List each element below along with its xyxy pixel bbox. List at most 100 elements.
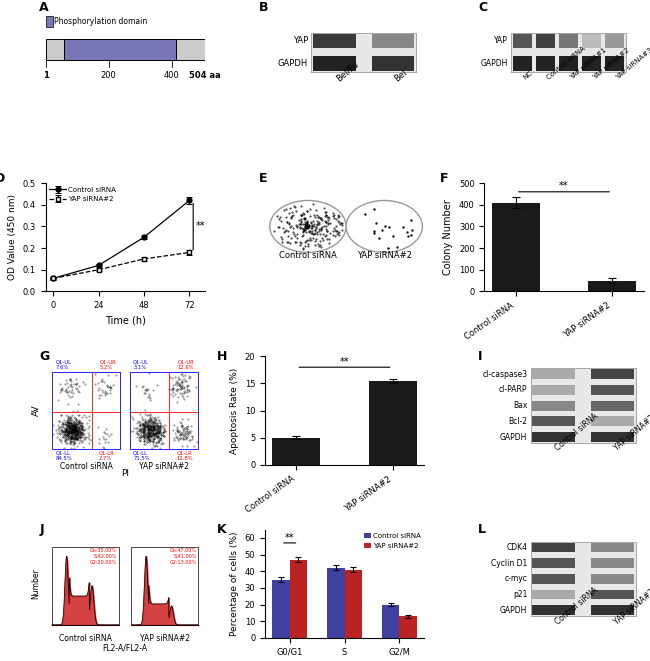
Text: Cyclin D1: Cyclin D1 — [491, 559, 527, 568]
Bar — [513, 34, 532, 48]
Text: Control siRNA: Control siRNA — [554, 585, 600, 626]
Text: **: ** — [196, 221, 205, 231]
Text: CDK4: CDK4 — [506, 543, 527, 552]
Text: YAP siRNA#2: YAP siRNA#2 — [612, 587, 650, 626]
Bar — [311, 32, 416, 71]
Bar — [369, 381, 417, 465]
Bar — [532, 432, 575, 442]
Bar — [513, 56, 532, 71]
Text: Q1-LL
71.5%: Q1-LL 71.5% — [133, 451, 150, 461]
Bar — [536, 34, 555, 48]
Text: GAPDH: GAPDH — [278, 59, 308, 68]
Text: c-myc: c-myc — [504, 574, 527, 584]
Circle shape — [270, 200, 346, 253]
Text: YAP siRNA#2: YAP siRNA#2 — [612, 414, 650, 453]
Bar — [131, 547, 198, 625]
Text: NC: NC — [523, 70, 534, 81]
Bar — [130, 371, 198, 449]
Text: Control siRNA: Control siRNA — [546, 46, 586, 81]
Text: 400: 400 — [164, 71, 179, 80]
Text: Go:47.00%
S:41.00%
G2:13.00%: Go:47.00% S:41.00% G2:13.00% — [170, 548, 196, 564]
Text: **: ** — [285, 533, 294, 543]
Bar — [290, 560, 307, 638]
Bar — [530, 368, 636, 443]
Bar — [532, 605, 575, 615]
Bar — [591, 590, 634, 600]
Text: A: A — [39, 1, 49, 15]
Bar — [532, 369, 575, 379]
Text: Control siRNA: Control siRNA — [279, 251, 337, 260]
Bar — [52, 547, 119, 625]
Text: FL2-A/FL2-A: FL2-A/FL2-A — [103, 643, 148, 652]
Bar — [591, 401, 634, 410]
Text: YAP siRNA#3: YAP siRNA#3 — [615, 48, 650, 81]
Text: C: C — [478, 1, 488, 15]
Text: E: E — [259, 173, 267, 185]
Text: Phosphorylation domain: Phosphorylation domain — [55, 17, 148, 26]
Legend: Control siRNA, YAP siRNA#2: Control siRNA, YAP siRNA#2 — [49, 186, 116, 202]
Text: Bcl-2: Bcl-2 — [508, 417, 527, 426]
Text: J: J — [39, 523, 44, 536]
Text: Bel: Bel — [393, 68, 409, 83]
Text: AV: AV — [32, 405, 41, 416]
Text: YAP siRNA#2: YAP siRNA#2 — [592, 48, 630, 81]
Text: F: F — [440, 173, 448, 185]
Bar — [64, 39, 176, 60]
Text: GAPDH: GAPDH — [500, 432, 527, 442]
Legend: Control siRNA, YAP siRNA#2: Control siRNA, YAP siRNA#2 — [363, 533, 421, 549]
Text: B: B — [259, 1, 268, 15]
Text: YAP siRNA#2: YAP siRNA#2 — [140, 633, 190, 642]
Text: Q1-UR
12.6%: Q1-UR 12.6% — [177, 360, 194, 370]
Text: K: K — [217, 523, 227, 536]
Bar — [588, 280, 636, 292]
Bar — [591, 416, 634, 426]
Bar — [344, 570, 362, 638]
Text: YAP siRNA#1: YAP siRNA#1 — [569, 48, 608, 81]
Text: Q1-UR
5.2%: Q1-UR 5.2% — [99, 360, 116, 370]
Text: D: D — [0, 173, 5, 185]
Bar — [382, 605, 399, 638]
Text: GAPDH: GAPDH — [500, 605, 527, 615]
Text: Q1-LL
84.5%: Q1-LL 84.5% — [55, 451, 72, 461]
Bar — [532, 401, 575, 410]
Bar — [536, 56, 555, 71]
Text: YAP siRNA#2: YAP siRNA#2 — [357, 251, 411, 260]
Bar — [46, 39, 205, 60]
Text: **: ** — [340, 357, 349, 367]
Bar — [605, 34, 625, 48]
Bar — [582, 56, 601, 71]
Bar — [313, 56, 356, 71]
Text: **: ** — [559, 181, 569, 191]
X-axis label: Time (h): Time (h) — [105, 316, 146, 326]
Text: YAP: YAP — [495, 36, 508, 45]
Bar — [532, 543, 575, 553]
Bar — [52, 371, 120, 449]
Bar — [591, 574, 634, 584]
Bar — [582, 34, 601, 48]
Text: Number: Number — [32, 568, 41, 599]
Bar — [532, 385, 575, 395]
Text: cl-PARP: cl-PARP — [499, 385, 527, 395]
Text: H: H — [217, 350, 228, 363]
Bar — [512, 32, 626, 71]
Y-axis label: Percentage of cells (%): Percentage of cells (%) — [230, 531, 239, 636]
Text: Q1-LR
12.8%: Q1-LR 12.8% — [176, 451, 193, 461]
Bar — [327, 568, 344, 638]
Bar — [399, 616, 417, 638]
Text: I: I — [478, 350, 482, 363]
Bar — [591, 543, 634, 553]
Text: Control siRNA: Control siRNA — [60, 463, 112, 471]
Text: Q1-LR
2.7%: Q1-LR 2.7% — [98, 451, 114, 461]
Y-axis label: Apoptosis Rate (%): Apoptosis Rate (%) — [230, 368, 239, 453]
Bar — [591, 369, 634, 379]
Bar — [272, 580, 290, 638]
Bar — [532, 574, 575, 584]
Text: GAPDH: GAPDH — [481, 59, 508, 68]
Text: 504 aa: 504 aa — [188, 71, 220, 80]
Bar — [591, 605, 634, 615]
Bar — [605, 56, 625, 71]
Bar — [491, 203, 540, 292]
Bar — [591, 432, 634, 442]
Bar — [532, 590, 575, 600]
Bar — [372, 34, 415, 48]
